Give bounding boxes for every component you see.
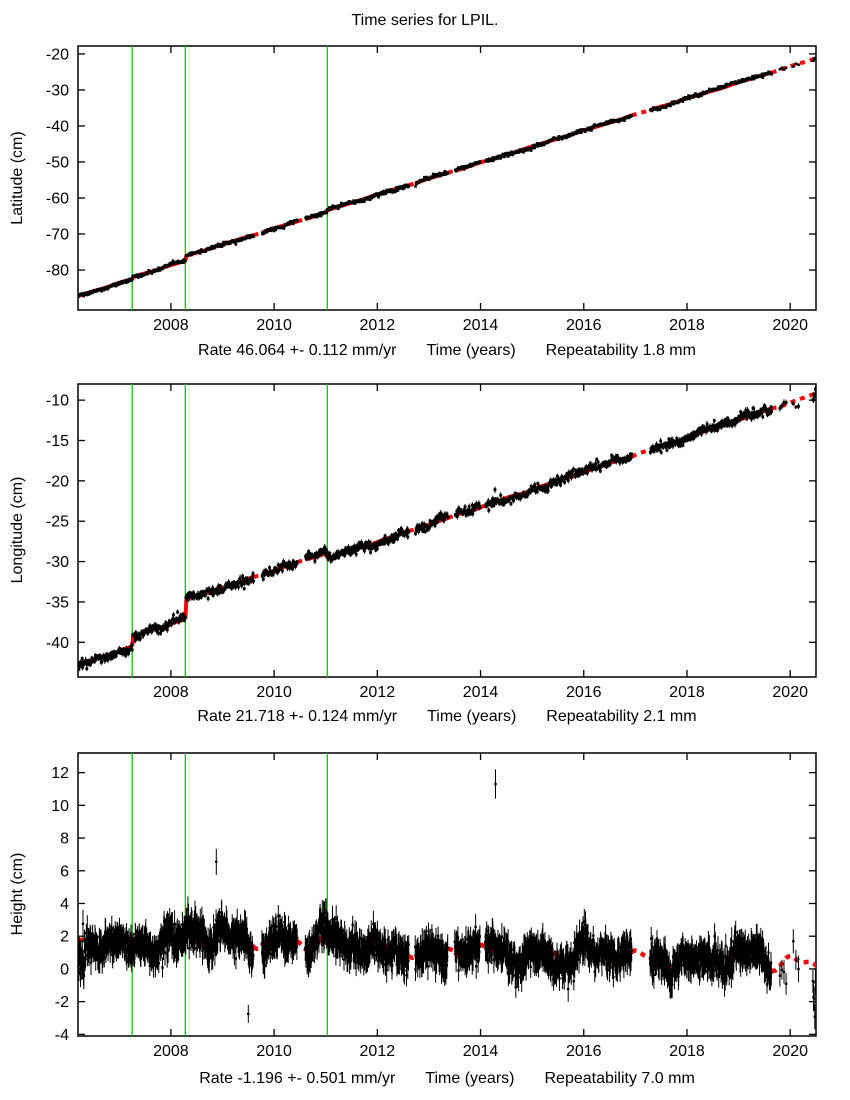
y-tick-label: 2: [60, 929, 69, 946]
y-tick-label: 6: [60, 863, 69, 880]
y-tick-label: -70: [46, 227, 69, 244]
longitude-rate-label: Rate 21.718 +- 0.124 mm/yr: [197, 708, 398, 725]
longitude-xaxis-title: Time (years): [427, 708, 517, 725]
model-line: [630, 948, 650, 959]
x-tick-label: 2012: [360, 684, 396, 701]
x-tick-label: 2020: [772, 317, 808, 334]
height-rate-label: Rate -1.196 +- 0.501 mm/yr: [199, 1070, 396, 1087]
y-tick-label: -2: [55, 994, 69, 1011]
y-tick-label: -20: [46, 46, 69, 63]
y-tick-label: -60: [46, 190, 69, 207]
data-points: [78, 56, 816, 298]
y-tick-label: -4: [55, 1027, 69, 1044]
y-tick-label: 10: [51, 798, 69, 815]
model-line: [771, 391, 816, 411]
model-line: [447, 946, 457, 954]
x-tick-label: 2018: [669, 684, 705, 701]
latitude-rate-label: Rate 46.064 +- 0.112 mm/yr: [198, 342, 397, 359]
latitude-plot: 2008 2010 2012 2014 2016 2018 2020 -80 -70 -60 -50…: [46, 45, 817, 334]
y-tick-label: 8: [60, 831, 69, 848]
model-line: [296, 557, 306, 565]
plot-frame: [77, 45, 817, 311]
x-tick-label: 2010: [256, 1043, 292, 1060]
x-tick-label: 2018: [669, 1043, 705, 1060]
data-points: [78, 782, 816, 1018]
x-tick-label: 2008: [153, 684, 189, 701]
model-line: [771, 56, 816, 75]
x-tick-label: 2008: [153, 1043, 189, 1060]
y-tick-label: -40: [46, 635, 69, 652]
y-tick-label: -20: [46, 473, 69, 490]
model-line: [407, 954, 417, 960]
x-tick-label: 2014: [463, 1043, 499, 1060]
latitude-caption: Rate 46.064 +- 0.112 mm/yr Time (years) …: [78, 342, 816, 360]
x-tick-label: 2014: [463, 684, 499, 701]
x-tick-label: 2016: [566, 684, 602, 701]
y-tick-label: -50: [46, 154, 69, 171]
model-line: [251, 944, 264, 952]
y-tick-label: -80: [46, 263, 69, 280]
page-title: Time series for LPIL.: [351, 12, 499, 29]
y-tick-label: 4: [60, 896, 69, 913]
longitude-plot: 2008 2010 2012 2014 2016 2018 2020 -40 -35 -30 -25…: [46, 383, 817, 701]
plot-frame: [77, 383, 817, 678]
y-tick-label: 12: [51, 765, 69, 782]
latitude-axis-title: Latitude (cm): [9, 131, 26, 225]
x-tick-label: 2020: [772, 1043, 808, 1060]
model-line: [631, 108, 651, 118]
model-line: [252, 572, 263, 579]
error-bars: [78, 769, 816, 1030]
x-tick-label: 2010: [256, 317, 292, 334]
x-tick-label: 2020: [772, 684, 808, 701]
x-tick-label: 2016: [566, 1043, 602, 1060]
x-tick-label: 2014: [463, 317, 499, 334]
y-tick-label: -10: [46, 393, 69, 410]
model-line: [295, 939, 307, 951]
latitude-xaxis-title: Time (years): [426, 342, 516, 359]
model-line: [480, 942, 487, 949]
x-tick-label: 2018: [669, 317, 705, 334]
latitude-repeatability-label: Repeatability 1.8 mm: [545, 342, 696, 359]
y-tick-label: -40: [46, 118, 69, 135]
data-points: [78, 387, 816, 671]
longitude-repeatability-label: Repeatability 2.1 mm: [546, 708, 697, 725]
height-caption: Rate -1.196 +- 0.501 mm/yr Time (years) …: [78, 1070, 816, 1088]
x-tick-label: 2008: [153, 317, 189, 334]
y-tick-label: -30: [46, 82, 69, 99]
y-tick-label: -15: [46, 433, 69, 450]
x-tick-label: 2010: [256, 684, 292, 701]
model-line: [296, 217, 306, 224]
x-tick-label: 2012: [360, 317, 396, 334]
height-xaxis-title: Time (years): [425, 1070, 515, 1087]
x-tick-label: 2012: [360, 1043, 396, 1060]
height-repeatability-label: Repeatability 7.0 mm: [544, 1070, 695, 1087]
longitude-caption: Rate 21.718 +- 0.124 mm/yr Time (years) …: [78, 708, 816, 726]
model-line: [253, 230, 263, 238]
x-tick-label: 2016: [566, 317, 602, 334]
height-plot: 2008 2010 2012 2014 2016 2018 2020 -4 -2 0 2 4 6 8 10 1…: [51, 752, 817, 1060]
y-tick-label: -35: [46, 594, 69, 611]
height-axis-title: Height (cm): [9, 852, 26, 936]
y-tick-label: -25: [46, 514, 69, 531]
model-line: [630, 447, 651, 459]
longitude-axis-title: Longitude (cm): [9, 476, 26, 584]
y-tick-label: 0: [60, 961, 69, 978]
plot-frame: [77, 752, 817, 1037]
y-tick-label: -30: [46, 554, 69, 571]
